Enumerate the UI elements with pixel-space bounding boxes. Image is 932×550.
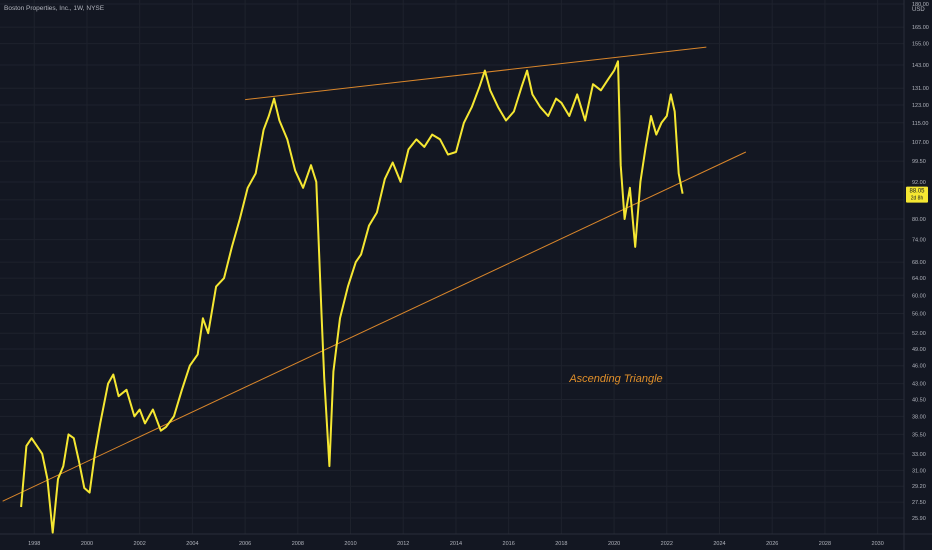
y-tick-label: 80.00 [912, 217, 926, 223]
time-axis[interactable]: 1998 2000 2002 2004 2006 2008 2010 2012 2014 2016… [0, 533, 932, 547]
y-tick-label: 43.00 [912, 382, 926, 388]
y-tick-label: 33.00 [912, 452, 926, 458]
chart-grid [0, 0, 904, 534]
trendline-lower[interactable] [2, 151, 747, 502]
last-price-value: 88.05 [909, 189, 925, 195]
y-tick-label: 49.00 [912, 347, 926, 353]
x-tick-label: 2018 [555, 541, 567, 547]
y-tick-label: 115.00 [912, 121, 928, 127]
x-tick-label: 2004 [186, 541, 198, 547]
y-tick-label: 64.00 [912, 276, 926, 282]
currency-label: USD [912, 7, 925, 13]
x-tick-label: 2006 [239, 541, 251, 547]
y-tick-label: 40.50 [912, 397, 926, 403]
x-tick-label: 2000 [81, 541, 93, 547]
y-tick-label: 38.00 [912, 414, 926, 420]
x-tick-label: 1998 [28, 541, 40, 547]
x-tick-label: 2002 [134, 541, 146, 547]
price-series [20, 60, 684, 534]
y-tick-label: 123.00 [912, 103, 929, 109]
y-tick-label: 165.00 [912, 25, 929, 31]
x-tick-label: 2028 [819, 541, 831, 547]
trendline-upper[interactable] [245, 46, 707, 101]
price-line [20, 60, 684, 534]
x-tick-label: 2030 [872, 541, 884, 547]
y-tick-label: 52.00 [912, 331, 926, 337]
x-tick-label: 2012 [397, 541, 409, 547]
x-tick-label: 2010 [344, 541, 356, 547]
x-tick-label: 2022 [661, 541, 673, 547]
last-price-countdown: 2d 8h [911, 196, 924, 202]
x-tick-label: 2024 [713, 541, 725, 547]
symbol-title: Boston Properties, Inc., 1W, NYSE [4, 5, 105, 12]
y-tick-label: 60.00 [912, 293, 926, 299]
y-tick-label: 29.20 [912, 484, 926, 490]
x-tick-label: 2026 [766, 541, 778, 547]
y-tick-label: 31.00 [912, 468, 926, 474]
y-tick-label: 56.00 [912, 312, 926, 318]
y-tick-label: 25.90 [912, 516, 926, 522]
y-tick-label: 180.00 [912, 2, 929, 8]
y-tick-label: 92.00 [912, 180, 926, 186]
x-tick-label: 2020 [608, 541, 620, 547]
y-tick-label: 143.00 [912, 63, 929, 69]
price-axis[interactable]: 180.00 165.00 155.00 143.00 131.00 123.00 115.… [903, 0, 929, 550]
y-tick-label: 99.50 [912, 159, 926, 165]
x-tick-label: 2008 [292, 541, 304, 547]
trendlines[interactable] [2, 46, 747, 502]
x-tick-label: 2016 [503, 541, 515, 547]
y-tick-label: 27.50 [912, 500, 926, 506]
y-tick-label: 68.00 [912, 260, 926, 266]
y-tick-label: 131.00 [912, 86, 929, 92]
last-price-badge: 88.05 2d 8h [906, 186, 928, 203]
chart-annotation[interactable]: Ascending Triangle [568, 373, 662, 385]
y-tick-label: 107.00 [912, 140, 929, 146]
y-tick-label: 74.00 [912, 238, 926, 244]
y-tick-label: 35.50 [912, 432, 926, 438]
y-tick-label: 155.00 [912, 42, 929, 48]
x-tick-label: 2014 [450, 541, 462, 547]
y-tick-label: 46.00 [912, 364, 926, 370]
